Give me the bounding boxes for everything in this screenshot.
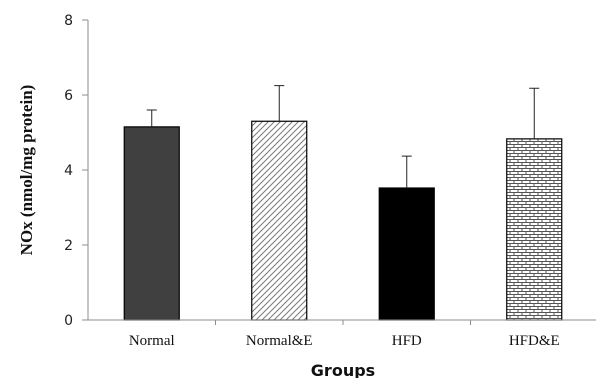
bars-layer — [123, 120, 563, 321]
x-category-label: Normal&E — [246, 333, 313, 349]
bar-normal-e — [251, 120, 308, 321]
y-axis-title: NOx (nmol/mg protein) — [17, 85, 36, 256]
x-category-label: Normal — [129, 333, 175, 349]
x-axis: Normal Normal&E HFD HFD&E — [88, 319, 596, 349]
x-axis-title: Groups — [311, 361, 375, 378]
y-tick-label: 2 — [64, 238, 73, 254]
bar-hfd — [378, 187, 435, 321]
y-tick-label: 0 — [64, 313, 73, 329]
error-bars-layer — [146, 85, 540, 188]
y-tick-label: 6 — [64, 88, 73, 104]
y-tick-label: 4 — [64, 163, 73, 179]
bar-hfd-e — [506, 138, 563, 321]
x-category-label: HFD — [392, 333, 422, 349]
x-category-label: HFD&E — [509, 333, 560, 349]
y-axis: 0 2 4 6 8 — [64, 13, 89, 329]
y-tick-label: 8 — [64, 13, 73, 29]
bar-normal — [123, 126, 180, 321]
